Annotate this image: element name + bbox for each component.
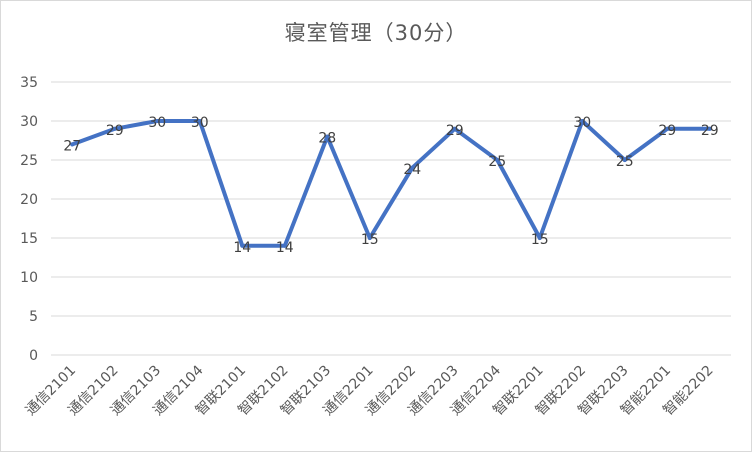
- data-point: [410, 165, 415, 170]
- y-tick-label: 10: [20, 270, 38, 286]
- y-tick-label: 30: [20, 114, 38, 130]
- data-label: 30: [573, 115, 591, 131]
- data-label: 24: [403, 162, 421, 178]
- y-tick-label: 20: [20, 192, 38, 208]
- data-point: [495, 158, 500, 162]
- data-label: 29: [701, 123, 719, 139]
- data-label: 28: [318, 131, 336, 147]
- data-point: [452, 126, 457, 131]
- data-label: 25: [488, 154, 506, 170]
- y-tick-label: 15: [20, 231, 38, 247]
- data-point: [155, 119, 160, 123]
- data-point: [580, 119, 585, 123]
- data-label: 15: [361, 232, 379, 248]
- data-point: [537, 236, 542, 240]
- y-tick-label: 35: [20, 75, 38, 91]
- data-label: 14: [233, 240, 251, 256]
- y-tick-label: 0: [29, 348, 38, 364]
- data-label: 29: [106, 123, 124, 139]
- data-point: [70, 142, 75, 147]
- data-label: 14: [276, 240, 294, 256]
- chart-title: 寝室管理（30分）: [284, 21, 468, 45]
- data-point: [622, 158, 627, 162]
- y-tick-label: 25: [20, 153, 38, 169]
- data-label: 25: [616, 154, 634, 170]
- data-point: [707, 126, 712, 131]
- data-point: [112, 126, 117, 131]
- data-label: 30: [148, 115, 166, 131]
- data-label: 29: [446, 123, 464, 139]
- y-tick-label: 5: [29, 309, 38, 325]
- data-label: 27: [63, 138, 81, 154]
- data-label: 30: [191, 115, 209, 131]
- data-label: 29: [658, 123, 676, 139]
- series-line: [70, 119, 712, 248]
- data-label: 15: [531, 232, 549, 248]
- data-point: [665, 126, 670, 131]
- data-point: [367, 236, 372, 240]
- data-point: [240, 243, 245, 248]
- data-point: [325, 134, 330, 139]
- data-point: [282, 243, 287, 248]
- data-point: [197, 119, 202, 123]
